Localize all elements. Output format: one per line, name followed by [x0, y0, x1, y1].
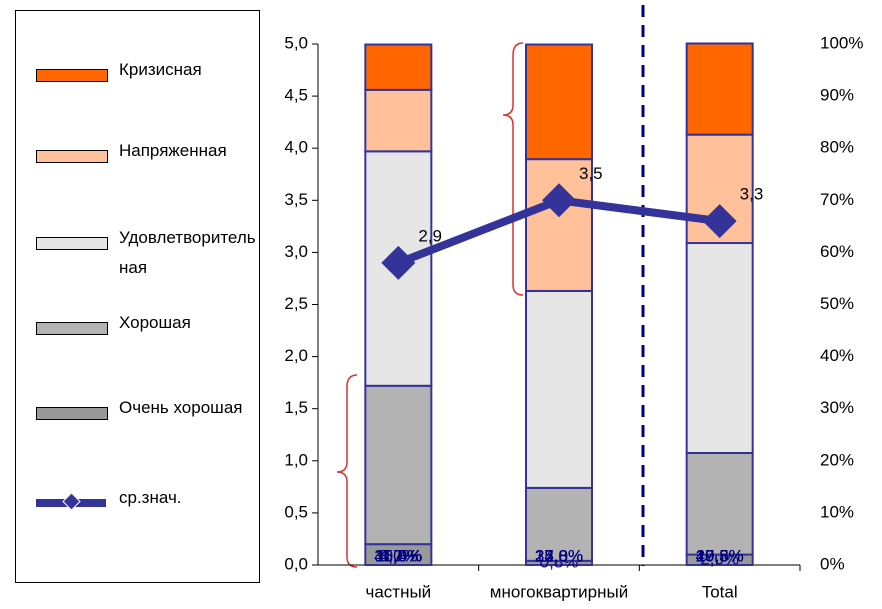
brace: [502, 42, 524, 296]
legend-item: Напряженная: [16, 141, 261, 204]
data-label: 19,5%: [696, 546, 744, 565]
data-label: 2,9: [418, 226, 442, 245]
y2-tick-label: 100%: [820, 33, 863, 52]
data-label: 45,0%: [374, 546, 422, 565]
legend-swatch: [36, 492, 106, 511]
y-tick-label: 3,0: [284, 242, 308, 261]
bar-segment: [525, 486, 593, 562]
bar-segment: [685, 242, 754, 454]
legend-swatch: [36, 237, 108, 250]
y2-tick-label: 70%: [820, 190, 854, 209]
marker: [381, 245, 416, 280]
y2-tick-label: 20%: [820, 450, 854, 469]
bar-segment: [364, 88, 433, 153]
legend-swatch: [36, 322, 108, 335]
legend-label: Хорошая: [119, 313, 191, 332]
data-label: 20,8%: [696, 546, 744, 565]
legend-swatch: [36, 150, 108, 163]
y2-tick-label: 60%: [820, 242, 854, 261]
bar-segment: [685, 451, 754, 556]
bar-segment: [364, 384, 433, 546]
legend-item: Хорошая: [16, 313, 261, 376]
data-label: 11,8%: [375, 546, 422, 565]
bar-segment: [685, 42, 754, 136]
bar-segment: [525, 289, 593, 489]
data-label: 4,0%: [379, 546, 418, 565]
data-label: 40,3%: [696, 546, 744, 565]
legend-item: ср.знач.: [16, 488, 261, 551]
y2-tick-label: 50%: [820, 294, 854, 313]
marker: [542, 183, 576, 218]
data-label: 30,4%: [374, 546, 422, 565]
marker: [702, 204, 737, 239]
y-tick-label: 1,5: [284, 398, 308, 417]
y-tick-label: 3,5: [284, 190, 308, 209]
data-label: 25,3%: [535, 546, 583, 565]
legend-swatch: [36, 69, 108, 82]
legend-label: Кризисная: [119, 60, 202, 79]
y-tick-label: 0,5: [284, 502, 308, 521]
y2-tick-label: 40%: [820, 346, 854, 365]
x-tick-label: многоквартирный: [490, 582, 628, 601]
y-tick-label: 0,0: [284, 554, 308, 573]
y2-tick-label: 80%: [820, 138, 854, 157]
data-label: 3,5: [579, 164, 603, 183]
y-tick-label: 2,0: [284, 346, 308, 365]
x-tick-label: Total: [702, 582, 738, 601]
legend-label: Напряженная: [119, 141, 227, 160]
y-tick-label: 4,0: [284, 138, 308, 157]
legend-item: Очень хорошая: [16, 398, 261, 461]
y2-tick-label: 10%: [820, 502, 854, 521]
x-tick-label: частный: [365, 582, 431, 601]
brace: [336, 374, 358, 568]
data-label: 3,3: [740, 185, 764, 204]
y-tick-label: 4,5: [284, 86, 308, 105]
legend: Кризисная Напряженная Удовлетворительная Хо…: [15, 10, 260, 583]
y-tick-label: 2,5: [284, 294, 308, 313]
y-tick-label: 5,0: [284, 33, 308, 52]
y2-tick-label: 0%: [820, 554, 845, 573]
bar-segment: [525, 43, 593, 161]
legend-swatch: [36, 407, 108, 420]
bar-segment: [364, 43, 433, 91]
data-label: 14,0%: [535, 546, 583, 565]
data-label: 17,5%: [696, 546, 744, 565]
legend-label: Очень хорошая: [119, 398, 243, 417]
data-label: 37,8%: [535, 546, 583, 565]
y2-tick-label: 30%: [820, 398, 854, 417]
data-label: 8,7%: [379, 546, 418, 565]
y2-tick-label: 90%: [820, 86, 854, 105]
legend-label: Удовлетворительная: [119, 228, 256, 277]
data-label: 22,0%: [535, 546, 583, 565]
legend-marker: [62, 492, 81, 511]
y-tick-label: 1,0: [284, 450, 308, 469]
legend-label: ср.знач.: [119, 488, 182, 507]
legend-item: Кризисная: [16, 60, 261, 123]
legend-item: Удовлетворительная: [16, 228, 261, 291]
bar-segment: [525, 158, 593, 292]
